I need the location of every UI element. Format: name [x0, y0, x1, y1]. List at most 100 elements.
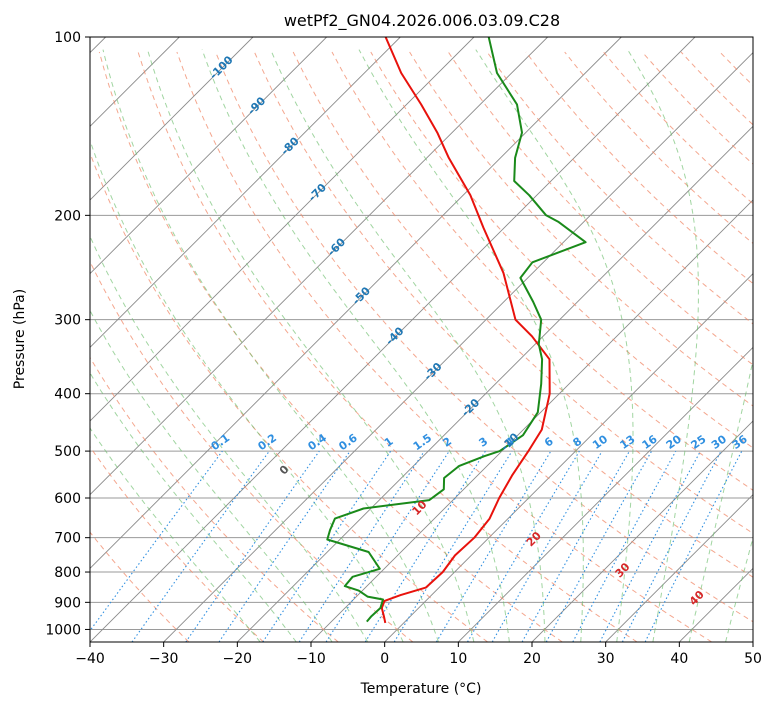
moist-adiabat-line [90, 138, 404, 642]
profile-series [326, 37, 587, 624]
isotherm-line [90, 37, 548, 496]
mixing-ratio-line [393, 450, 513, 642]
dry-adiabat-line [486, 51, 753, 325]
isotherm-line [531, 420, 753, 642]
moist-adiabat-line [90, 235, 369, 642]
mixing-ratio-line [218, 450, 351, 642]
mixing-ratio-line [90, 450, 223, 632]
moist-adiabat-line [627, 49, 699, 642]
dry-adiabat-line [176, 51, 712, 642]
isopleth-labels: 0.1 0.2 0.4 0.6 1 1.5 2 3 4 6 8 10 13 16 20 25 30 36-100-… [207, 53, 750, 608]
x-axis-ticks: −40 −30 −20 −10 0 10 20 30 40 50 [75, 642, 762, 667]
mixing-ratio-line [644, 450, 743, 642]
y-tick-label: 500 [54, 444, 81, 460]
dry-adiabat-line [447, 51, 753, 366]
isotherm-line [384, 273, 753, 642]
isotherm-line [752, 641, 753, 642]
x-tick-label: 10 [449, 651, 467, 667]
isotherm-line [90, 37, 696, 642]
dry-adiabat-line [759, 52, 775, 642]
dry-adiabat-label: -30 [421, 360, 444, 383]
y-tick-label: 100 [54, 30, 81, 46]
isotherm-line [90, 37, 401, 348]
moist-adiabat-label: 0 [277, 462, 292, 477]
mixing-ratio-line [545, 450, 653, 642]
dry-adiabat-label: -60 [325, 235, 348, 258]
isotherm-line [679, 567, 753, 642]
mixing-ratio-label: 0.6 [336, 431, 360, 453]
dewpoint-line [326, 37, 587, 623]
y-tick-label: 600 [54, 491, 81, 507]
moist-adiabat-line [725, 536, 753, 642]
moist-adiabat-line [90, 309, 333, 642]
mixing-ratio-label: 8 [571, 435, 585, 450]
y-tick-label: 400 [54, 387, 81, 403]
mixing-ratio-label: 0.4 [306, 431, 330, 453]
dry-adiabat-label: -100 [207, 53, 236, 82]
mixing-ratio-line [521, 450, 630, 642]
dry-adiabat-line [90, 151, 488, 642]
isotherm-line [605, 494, 753, 642]
moist-adiabat-line [475, 49, 634, 642]
dry-adiabat-line [137, 51, 638, 642]
plot-frame [89, 36, 754, 643]
dry-adiabat-label: -20 [459, 396, 482, 419]
mixing-ratio-line [325, 450, 450, 642]
dry-adiabat-line [90, 445, 264, 642]
dry-adiabat-label: -50 [350, 284, 373, 307]
isotherm-line [458, 346, 753, 642]
mixing-ratio-label: 1.5 [411, 431, 434, 453]
mixing-ratio-line [298, 450, 425, 642]
isobar-grid [90, 37, 753, 630]
moist-adiabat-label: 40 [687, 588, 707, 608]
dry-adiabat-label: -70 [306, 181, 329, 204]
y-tick-label: 200 [54, 208, 81, 224]
dry-adiabat-label: -80 [279, 134, 302, 157]
mixing-ratio-label: 25 [689, 433, 709, 452]
mixing-ratio-line [572, 450, 677, 642]
y-tick-label: 1000 [45, 622, 81, 638]
dry-adiabat-line [525, 51, 753, 285]
mixing-ratio-label: 6 [542, 435, 556, 450]
mixing-ratio-label: 30 [709, 432, 729, 452]
dry-adiabat-line [331, 51, 753, 491]
y-tick-label: 900 [54, 595, 81, 611]
mixing-ratio-label: 20 [664, 432, 684, 452]
dry-adiabat-line [292, 51, 753, 535]
x-tick-label: −30 [149, 651, 179, 667]
isotherm-line [90, 37, 254, 201]
mixing-ratio-label: 13 [617, 433, 637, 452]
y-tick-label: 700 [54, 531, 81, 547]
dry-adiabat-line [409, 51, 753, 407]
moist-adiabat-line [688, 357, 753, 642]
dry-adiabat-line [564, 51, 753, 245]
mixing-ratio-label: 16 [640, 432, 660, 452]
mixing-ratio-label: 10 [590, 432, 610, 452]
isotherm-line [163, 52, 753, 642]
dry-adiabat-line [90, 260, 414, 642]
x-axis-label: Temperature (°C) [360, 681, 482, 697]
y-axis-label: Pressure (hPa) [12, 289, 28, 389]
x-tick-label: 20 [523, 651, 541, 667]
x-tick-label: 40 [670, 651, 688, 667]
moist-adiabat-label: 30 [613, 560, 633, 580]
mixing-ratio-line [262, 450, 392, 642]
x-tick-label: 0 [380, 651, 389, 667]
moist-adiabat-line [90, 371, 297, 642]
moist-adiabat-line [201, 49, 510, 642]
dry-adiabats [90, 51, 775, 642]
x-tick-label: 50 [744, 651, 762, 667]
moist-adiabat-line [147, 49, 475, 642]
chart-title: wetPf2_GN04.2026.006.03.09.C28 [284, 11, 560, 31]
mixing-ratio-label: 3 [477, 435, 491, 450]
x-tick-label: −10 [296, 651, 326, 667]
dry-adiabat-label: -40 [383, 324, 406, 347]
isotherm-line [90, 37, 475, 422]
moist-adiabat-line [270, 49, 546, 642]
moist-adiabat-line [90, 427, 261, 642]
mixing-ratio-line [599, 450, 701, 642]
x-tick-label: −40 [75, 651, 105, 667]
dry-adiabat-line [215, 51, 753, 623]
isotherm-line [90, 37, 622, 569]
